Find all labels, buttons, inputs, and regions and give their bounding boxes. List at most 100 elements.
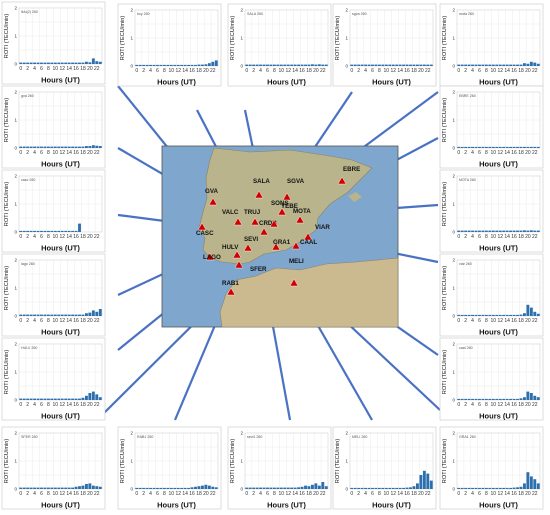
roti-bar — [357, 487, 361, 489]
roti-bar — [474, 64, 478, 66]
roti-bar — [50, 487, 54, 489]
station-label-10: YEBE — [281, 203, 298, 210]
x-tick-label: 4 — [471, 318, 474, 324]
roti-bar — [467, 398, 471, 400]
north-africa — [219, 257, 399, 328]
roti-bar — [426, 473, 430, 489]
x-tick-label: 10 — [491, 68, 497, 74]
station-label-12: HULV — [222, 244, 239, 251]
x-tick-label: 10 — [53, 66, 59, 72]
x-tick-label: 16 — [511, 150, 517, 156]
x-tick-label: 10 — [491, 318, 497, 324]
roti-bar — [74, 398, 78, 400]
roti-bar — [505, 230, 509, 232]
station-label-3: EBRE — [343, 166, 360, 173]
roti-bar — [190, 64, 194, 66]
x-tick-label: 4 — [149, 68, 152, 74]
y-axis-label: ROTI (TECU/min) — [4, 439, 10, 484]
panel-title: viar 260 — [459, 262, 472, 266]
x-tick-label: 0 — [135, 68, 138, 74]
x-tick-label: 4 — [471, 491, 474, 497]
roti-bar — [460, 398, 464, 400]
roti-bar — [314, 64, 318, 66]
y-axis-label: ROTI (TECU/min) — [442, 182, 448, 227]
roti-bar — [516, 314, 519, 316]
roti-bar — [360, 64, 364, 66]
roti-bar — [384, 64, 388, 66]
x-tick-label: 12 — [59, 491, 65, 497]
roti-bar — [374, 487, 378, 489]
roti-bar — [495, 487, 499, 489]
roti-bar — [53, 230, 57, 232]
x-tick-label: 6 — [40, 234, 43, 240]
roti-bar — [194, 486, 197, 489]
x-tick-label: 2 — [464, 318, 467, 324]
roti-bar — [29, 146, 33, 148]
x-tick-label: 14 — [292, 491, 298, 497]
x-tick-label: 16 — [511, 402, 517, 408]
x-tick-label: 18 — [411, 491, 417, 497]
roti-bar — [60, 62, 64, 64]
x-tick-label: 4 — [33, 318, 36, 324]
roti-bar — [190, 487, 194, 489]
station-marker-9 — [259, 227, 269, 236]
roti-bar — [321, 64, 325, 66]
roti-bar — [388, 487, 392, 489]
x-tick-label: 6 — [156, 68, 159, 74]
x-tick-label: 22 — [210, 68, 216, 74]
roti-bar — [81, 62, 85, 64]
roti-bar — [422, 64, 426, 66]
y-tick-label: 0 — [130, 64, 133, 69]
y-axis-label: ROTI (TECU/min) — [335, 439, 341, 484]
station-label-2: SGVA — [287, 178, 305, 185]
x-tick-label: 12 — [59, 318, 65, 324]
x-tick-label: 10 — [491, 150, 497, 156]
roti-bar — [429, 64, 433, 66]
roti-bar — [245, 487, 249, 489]
roti-bar — [533, 146, 537, 148]
roti-bar — [512, 314, 516, 316]
y-tick-label: 0 — [14, 314, 17, 319]
roti-bar — [526, 63, 530, 66]
roti-bar — [272, 64, 276, 66]
x-tick-label: 12 — [59, 234, 65, 240]
x-tick-label: 4 — [259, 491, 262, 497]
roti-bar — [95, 394, 99, 400]
roti-bar — [478, 230, 481, 232]
station-marker-1 — [254, 190, 264, 199]
x-tick-label: 14 — [504, 150, 510, 156]
y-tick-label: 0 — [240, 487, 243, 492]
roti-bar — [46, 62, 50, 64]
y-tick-label: 0 — [452, 314, 455, 319]
roti-bar — [350, 64, 354, 66]
roti-bar — [371, 487, 374, 489]
roti-bar — [142, 487, 146, 489]
x-tick-label: 16 — [73, 150, 79, 156]
x-tick-label: 12 — [497, 68, 503, 74]
x-tick-label: 0 — [350, 68, 353, 74]
x-tick-label: 14 — [182, 68, 188, 74]
x-tick-label: 2 — [357, 68, 360, 74]
station-marker-4 — [233, 217, 243, 226]
roti-bar — [71, 398, 75, 400]
roti-bar — [98, 309, 102, 316]
x-tick-label: 6 — [266, 491, 269, 497]
panel-title: lkfu(2) 260 — [21, 10, 38, 14]
x-tick-label: 14 — [66, 234, 72, 240]
roti-bar — [457, 230, 461, 232]
panel-title: HULV 260 — [21, 346, 37, 350]
x-tick-label: 18 — [518, 402, 524, 408]
roti-bar — [187, 64, 191, 66]
station-label-16: LAGO — [203, 254, 221, 261]
y-tick-label: 2 — [452, 342, 455, 347]
roti-bar — [505, 487, 509, 489]
roti-bar — [57, 62, 61, 64]
x-tick-label: 22 — [94, 234, 100, 240]
x-tick-label: 16 — [511, 234, 517, 240]
x-tick-label: 16 — [73, 66, 79, 72]
roti-bar — [491, 64, 495, 66]
x-tick-label: 6 — [371, 68, 374, 74]
